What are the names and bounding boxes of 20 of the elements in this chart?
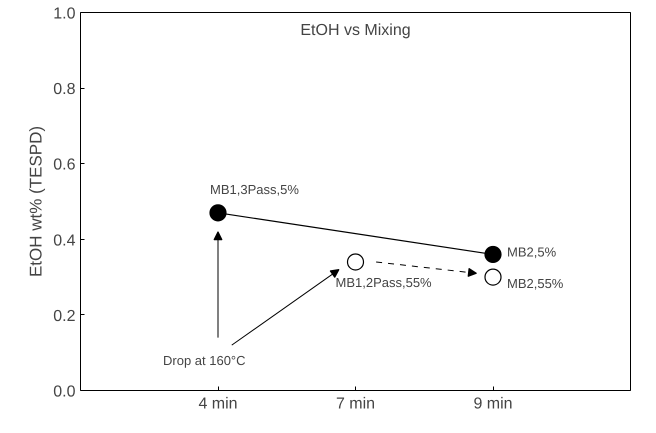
y-tick-label: 0.2 xyxy=(53,308,76,325)
y-tick-label: 0.0 xyxy=(53,384,76,400)
y-tick-label: 0.6 xyxy=(53,156,76,174)
point xyxy=(484,268,502,286)
annotation: MB1,2Pass,55% xyxy=(336,274,432,290)
x-tick-label: 7 min xyxy=(336,396,376,412)
annotation: MB2,5% xyxy=(507,244,557,260)
annotation: Drop at 160°C xyxy=(163,352,246,368)
y-tick-label: 0.8 xyxy=(53,81,76,98)
x-tick-label: 9 min xyxy=(473,396,513,412)
point xyxy=(209,204,227,222)
x-tick-label: 4 min xyxy=(198,396,238,412)
y-tick-label: 0.4 xyxy=(53,232,76,250)
y-axis-title: EtOH wt% (TESPD) xyxy=(26,126,46,278)
y-tick-label: 1.0 xyxy=(53,6,76,22)
text: EtOH vs Mixing xyxy=(300,22,411,39)
point xyxy=(484,246,502,264)
annotation: MB1,3Pass,5% xyxy=(210,182,300,197)
point xyxy=(346,253,364,271)
annotation: MB2,55% xyxy=(507,276,564,292)
